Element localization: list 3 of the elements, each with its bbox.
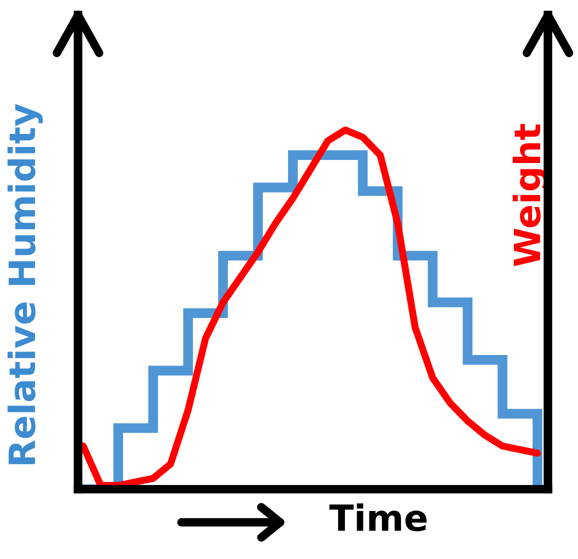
y2-axis-title: Weight (512, 124, 548, 266)
x-axis-title: Time (329, 503, 427, 532)
y-axis-title: Relative Humidity (8, 104, 43, 464)
